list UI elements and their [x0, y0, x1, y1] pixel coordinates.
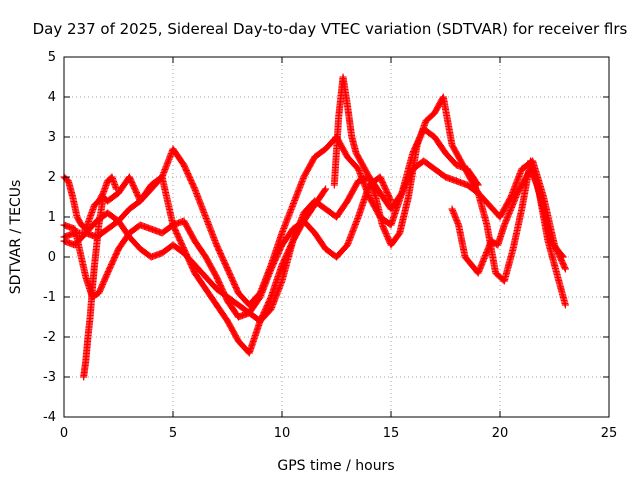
x-axis-label: GPS time / hours [277, 458, 394, 474]
y-tick-label: 0 [48, 250, 56, 265]
x-tick-label: 15 [383, 426, 400, 441]
x-tick-label: 20 [492, 426, 509, 441]
y-tick-label: -2 [43, 330, 56, 345]
x-tick-label: 25 [601, 426, 618, 441]
data-points [61, 74, 569, 381]
y-tick-label: 5 [48, 50, 56, 65]
y-tick-label: 4 [48, 90, 56, 105]
y-tick-label: 1 [48, 210, 56, 225]
y-tick-label: -3 [43, 370, 56, 385]
y-tick-label: -4 [43, 410, 56, 425]
chart-title: Day 237 of 2025, Sidereal Day-to-day VTE… [33, 20, 628, 38]
x-tick-label: 10 [274, 426, 291, 441]
y-tick-label: -1 [43, 290, 56, 305]
y-tick-label: 3 [48, 130, 56, 145]
y-tick-label: 2 [48, 170, 56, 185]
x-tick-label: 5 [169, 426, 177, 441]
sdtvar-chart: Day 237 of 2025, Sidereal Day-to-day VTE… [0, 0, 640, 480]
y-axis-label: SDTVAR / TECUs [8, 180, 24, 295]
x-tick-label: 0 [60, 426, 68, 441]
